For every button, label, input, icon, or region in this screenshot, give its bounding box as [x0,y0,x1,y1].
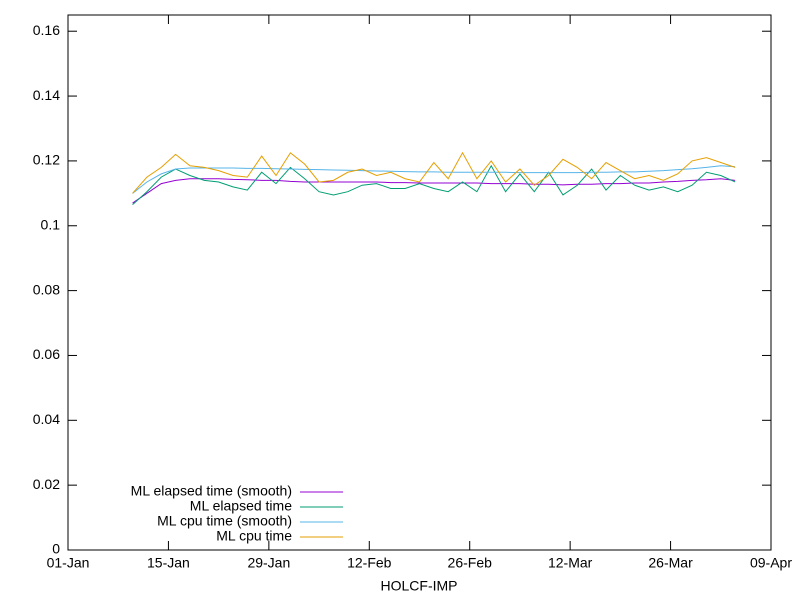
x-tick-label: 26-Mar [648,555,693,571]
y-tick-label: 0 [52,541,60,557]
x-tick-label: 12-Mar [548,555,593,571]
legend-label: ML cpu time (smooth) [157,513,292,529]
series-line [132,164,736,206]
y-tick-label: 0.04 [33,411,60,427]
series-line [132,165,736,194]
x-tick-label: 26-Feb [448,555,493,571]
series-line [132,178,736,204]
legend-label: ML elapsed time [190,498,292,514]
y-tick-label: 0.1 [41,216,61,232]
legend-label: ML cpu time [216,528,292,544]
y-tick-label: 0.14 [33,87,60,103]
y-tick-label: 0.06 [33,346,60,362]
x-tick-label: 12-Feb [347,555,392,571]
legend-label: ML elapsed time (smooth) [131,483,292,499]
x-tick-label: 09-Apr [750,555,792,571]
x-axis-label: HOLCF-IMP [381,578,458,594]
x-tick-label: 15-Jan [147,555,190,571]
x-tick-label: 29-Jan [247,555,290,571]
x-tick-label: 01-Jan [47,555,90,571]
series-line [132,151,736,194]
y-tick-label: 0.08 [33,281,60,297]
y-tick-label: 0.12 [33,152,60,168]
y-tick-label: 0.02 [33,476,60,492]
y-tick-label: 0.16 [33,22,60,38]
plot-border [67,14,772,551]
